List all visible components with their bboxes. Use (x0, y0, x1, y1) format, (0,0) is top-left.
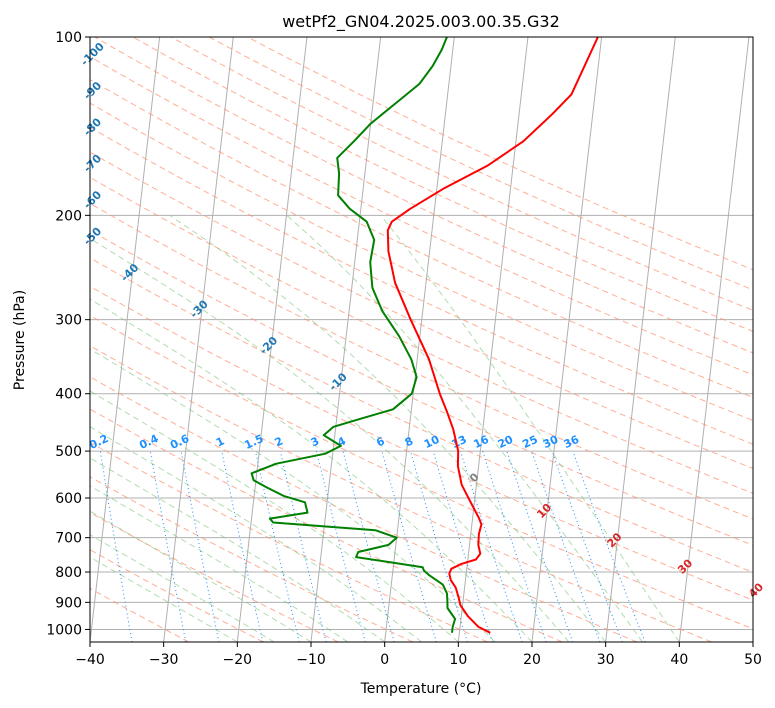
dry-adiabat-line (90, 56, 753, 376)
y-tick-label: 600 (55, 491, 82, 507)
mixing-ratio-line (342, 450, 395, 642)
isotherm-line (457, 37, 529, 642)
moist-adiabat-line (90, 510, 312, 642)
mixing-ratio-label: 10 (422, 433, 442, 451)
y-tick-label: 100 (55, 30, 82, 46)
mixing-ratio-line (482, 450, 547, 642)
isotherm-line (236, 37, 308, 642)
isotherm-line (678, 37, 750, 642)
y-tick-label: 200 (55, 208, 82, 224)
isotherm-line (310, 37, 382, 642)
x-tick-label: −40 (75, 652, 105, 668)
moist-adiabat-line (90, 457, 385, 642)
isotherm-line (163, 37, 234, 642)
dry-adiabat-line (90, 314, 753, 630)
x-tick-label: −10 (296, 652, 326, 668)
dry-adiabat-line (132, 37, 753, 332)
isotherm-line (90, 37, 161, 642)
mixing-ratio-line (460, 450, 523, 642)
mixing-ratio-label: 20 (496, 433, 516, 451)
x-axis-title: Temperature (°C) (360, 681, 482, 697)
x-tick-label: 30 (597, 652, 615, 668)
moist-adiabat-line (90, 390, 459, 642)
dry-adiabat-line (90, 549, 264, 642)
mixing-ratio-line (381, 450, 437, 642)
dewpoint-line (250, 37, 457, 633)
mixing-ratio-line (506, 450, 574, 642)
y-tick-label: 1000 (46, 622, 82, 638)
x-tick-label: 50 (744, 652, 762, 668)
profile-series (250, 37, 599, 634)
moist-adiabat-line (90, 237, 570, 642)
mixing-ratio-label: 16 (472, 433, 492, 451)
moist-adiabat-line (90, 298, 533, 642)
moist-adiabat-line (90, 348, 496, 642)
dry-adiabat-line (90, 512, 339, 642)
dry-adiabat-line (90, 257, 753, 573)
moist-adiabat-line (90, 426, 422, 642)
temperature-line (386, 37, 599, 634)
dry-adiabat-line (90, 476, 414, 642)
mixing-ratio-line (279, 450, 327, 642)
dry-adiabat-line (90, 176, 753, 494)
y-tick-label: 900 (55, 595, 82, 611)
chart-title: wetPf2_GN04.2025.003.00.35.G32 (282, 12, 560, 32)
moist-adiabat-line (90, 534, 275, 642)
mixing-ratio-label: 36 (562, 433, 582, 451)
mixing-ratio-line (316, 450, 366, 642)
mixing-ratio-label: 25 (520, 433, 539, 451)
y-tick-label: 800 (55, 565, 82, 581)
mixing-ratio-label: 30 (541, 433, 561, 451)
axes: −40 −30 −20 −10 0 10 20 30 40 50 100 200 300 400 500 60… (46, 30, 762, 668)
y-tick-label: 500 (55, 444, 82, 460)
x-tick-label: 40 (670, 652, 688, 668)
mixing-ratio-line (221, 451, 264, 642)
y-tick-label: 300 (55, 313, 82, 329)
dry-adiabat-line (90, 151, 753, 469)
x-tick-label: −30 (149, 652, 179, 668)
moist-adiabat-line (90, 556, 238, 642)
mixing-ratio-line (432, 450, 493, 642)
x-tick-label: 0 (380, 652, 389, 668)
y-tick-label: 400 (55, 387, 82, 403)
isotherm-line (605, 37, 676, 642)
plot-frame (89, 36, 754, 643)
y-tick-label: 700 (55, 531, 82, 547)
y-axis-title: Pressure (hPa) (12, 290, 28, 390)
moist-adiabat-line (380, 214, 680, 642)
dry-adiabat-line (90, 79, 753, 399)
dry-adiabat-line (90, 229, 753, 546)
dry-adiabat-line (90, 408, 563, 642)
x-tick-label: −20 (223, 652, 253, 668)
dry-adiabat-line (90, 345, 712, 642)
x-tick-label: 20 (523, 652, 541, 668)
mixing-ratio-line (255, 450, 300, 642)
x-tick-label: 10 (449, 652, 467, 668)
dry-adiabat-line (90, 441, 488, 642)
moist-adiabat-line (169, 214, 607, 642)
dry-adiabat-line (90, 376, 638, 642)
mixing-ratio-line (410, 450, 468, 642)
background-lines (90, 37, 753, 642)
mixing-ratio-line (180, 451, 220, 642)
moist-adiabat-line (286, 214, 643, 642)
dry-adiabat-line (170, 37, 753, 311)
